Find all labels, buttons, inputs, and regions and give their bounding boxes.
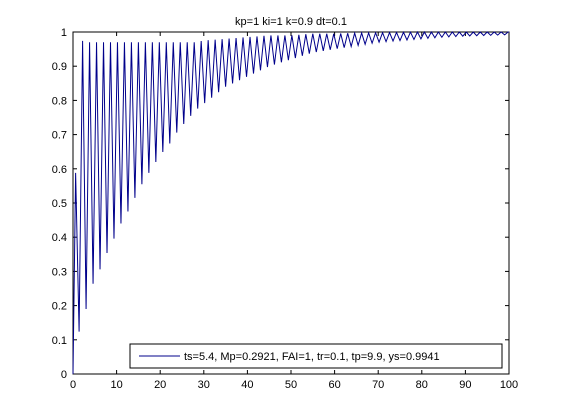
y-tick-label: 0.4 bbox=[52, 232, 67, 244]
y-tick-label: 0.2 bbox=[52, 301, 67, 313]
x-tick-label: 40 bbox=[241, 379, 253, 391]
y-tick-label: 1 bbox=[61, 27, 67, 39]
y-tick-label: 0.7 bbox=[52, 130, 67, 142]
plot-area: kp=1 ki=1 k=0.9 dt=0.1 0 10 20 30 40 50 60 70 80… bbox=[52, 16, 518, 391]
x-tick-label: 0 bbox=[70, 379, 76, 391]
chart-title: kp=1 ki=1 k=0.9 dt=0.1 bbox=[235, 16, 347, 28]
x-axis-ticks: 0 10 20 30 40 50 60 70 80 90 100 bbox=[70, 32, 518, 391]
x-tick-label: 30 bbox=[198, 379, 210, 391]
x-tick-label: 70 bbox=[372, 379, 384, 391]
x-tick-label: 60 bbox=[328, 379, 340, 391]
legend: ts=5.4, Mp=0.2921, FAI=1, tr=0.1, tp=9.9… bbox=[129, 343, 503, 369]
x-tick-label: 80 bbox=[416, 379, 428, 391]
y-tick-label: 0.5 bbox=[52, 198, 67, 210]
y-tick-label: 0.8 bbox=[52, 95, 67, 107]
x-tick-label: 10 bbox=[110, 379, 122, 391]
series-line bbox=[72, 30, 509, 375]
y-tick-label: 0.1 bbox=[52, 335, 67, 347]
x-tick-label: 100 bbox=[500, 379, 518, 391]
y-tick-label: 0.9 bbox=[52, 61, 67, 73]
y-axis-ticks: 0 0.1 0.2 0.3 0.4 0.5 0.6 0.7 0.8 0.9 1 bbox=[52, 27, 509, 381]
y-tick-label: 0.3 bbox=[52, 266, 67, 278]
x-tick-label: 20 bbox=[154, 379, 166, 391]
y-tick-label: 0 bbox=[61, 369, 67, 381]
x-tick-label: 50 bbox=[285, 379, 297, 391]
legend-label: ts=5.4, Mp=0.2921, FAI=1, tr=0.1, tp=9.9… bbox=[184, 351, 440, 363]
y-tick-label: 0.6 bbox=[52, 164, 67, 176]
legend-box bbox=[129, 343, 503, 369]
x-tick-label: 90 bbox=[459, 379, 471, 391]
axes-box bbox=[72, 31, 510, 375]
